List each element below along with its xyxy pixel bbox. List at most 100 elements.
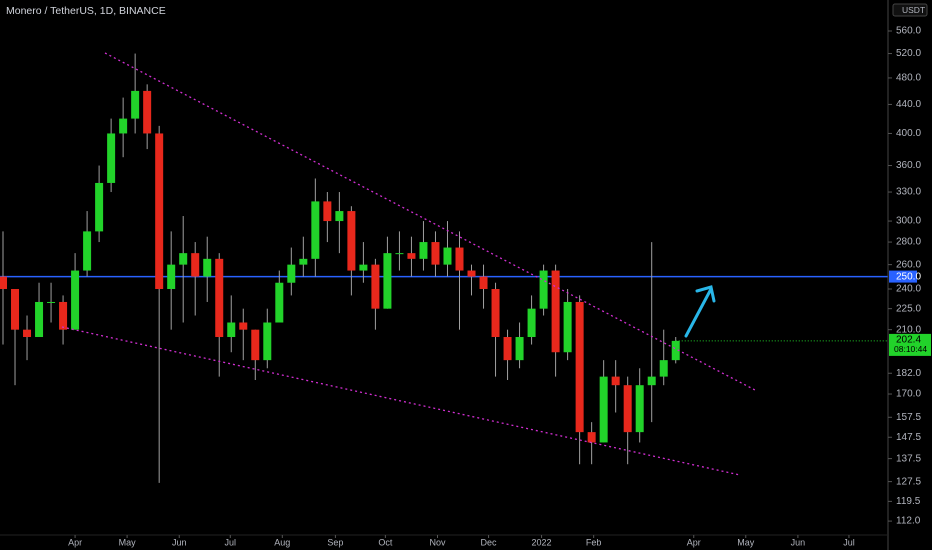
candle-body <box>119 118 128 134</box>
candle-body <box>371 264 380 309</box>
candle-body <box>167 264 176 290</box>
candle-body <box>467 270 476 277</box>
candle-body <box>383 253 392 309</box>
y-tick-label: 137.5 <box>896 453 921 464</box>
x-tick-label: Jun <box>172 537 187 547</box>
candle-body <box>251 329 260 361</box>
candle-body <box>23 329 32 338</box>
candle-body <box>551 270 560 353</box>
candle-body <box>419 242 428 259</box>
currency[interactable]: USDT <box>902 5 925 15</box>
x-tick-label: May <box>737 537 755 547</box>
candle-body <box>359 264 368 271</box>
y-tick-label: 240.0 <box>896 284 921 295</box>
x-tick-label: 2022 <box>532 537 552 547</box>
candle-body <box>203 258 212 277</box>
candle-body <box>443 247 452 265</box>
y-tick-label: 480.0 <box>896 73 921 84</box>
candle-body <box>395 253 404 255</box>
candle-body <box>491 289 500 338</box>
x-tick-label: May <box>119 537 137 547</box>
candle-body <box>287 264 296 283</box>
x-tick-label: Dec <box>481 537 498 547</box>
candle-body <box>275 282 284 323</box>
x-tick-label: Jun <box>791 537 806 547</box>
candle-body <box>659 360 668 377</box>
candle-body <box>239 322 248 330</box>
y-tick-label: 560.0 <box>896 26 921 37</box>
y-tick-label: 280.0 <box>896 237 921 248</box>
candle-body <box>311 201 320 259</box>
y-tick-label: 225.0 <box>896 303 921 314</box>
trendline-lower <box>61 326 741 476</box>
candle-body <box>59 301 68 330</box>
candle-body <box>335 211 344 222</box>
candle-body <box>35 301 44 338</box>
candle-body <box>215 258 224 338</box>
candle-body <box>227 322 236 338</box>
candle-body <box>431 242 440 265</box>
y-tick-label: 300.0 <box>896 216 921 227</box>
y-tick-label: 330.0 <box>896 187 921 198</box>
candle-body <box>455 247 464 271</box>
candle-body <box>155 133 164 290</box>
candle-body <box>587 432 596 443</box>
candle-body <box>143 90 152 134</box>
x-tick-label: Apr <box>687 537 701 547</box>
candle-body <box>131 90 140 119</box>
currency-badge[interactable] <box>892 3 928 17</box>
y-tick-label: 210.0 <box>896 324 921 335</box>
candle-body <box>71 270 80 330</box>
candle-body <box>323 201 332 222</box>
candle-body <box>623 385 632 433</box>
candle-body <box>647 376 656 386</box>
candle-body <box>515 337 524 361</box>
candle-body <box>347 211 356 271</box>
hline-label: 250.0 <box>896 272 921 283</box>
x-tick-label: Apr <box>68 537 82 547</box>
y-tick-label: 127.5 <box>896 476 921 487</box>
last-price-label: 202.4 <box>896 335 921 346</box>
candle-body <box>479 276 488 290</box>
x-tick-label: Feb <box>586 537 602 547</box>
last-price-box <box>889 333 931 356</box>
x-tick-label: Aug <box>274 537 290 547</box>
candle-body <box>107 133 116 183</box>
candle-body <box>263 322 272 361</box>
plot <box>0 53 888 483</box>
candle-body <box>503 337 512 361</box>
y-tick-label: 260.0 <box>896 259 921 270</box>
candle-body <box>95 182 104 232</box>
candle-body <box>83 231 92 271</box>
x-tick-label: Jul <box>225 537 237 547</box>
candle-body <box>539 270 548 309</box>
candle-body <box>0 276 8 290</box>
y-tick-label: 157.5 <box>896 412 921 423</box>
trendline-upper <box>104 52 756 391</box>
candle-body <box>575 301 584 433</box>
candle-body <box>47 301 56 303</box>
y-tick-label: 400.0 <box>896 128 921 139</box>
y-tick-label: 440.0 <box>896 99 921 110</box>
candle-body <box>179 253 188 265</box>
candle-body <box>191 253 200 277</box>
y-tick-label: 360.0 <box>896 160 921 171</box>
candle-body <box>527 308 536 338</box>
candle-body <box>407 253 416 259</box>
candle-body <box>611 376 620 386</box>
axes: 560.0 520.0 480.0 440.0 400.0 360.0 330.0 300.0… <box>68 26 931 547</box>
y-tick-label: 119.5 <box>896 496 921 507</box>
y-tick-label: 147.5 <box>896 432 921 443</box>
y-tick-label: 112.0 <box>896 516 921 527</box>
countdown: 08:10:44 <box>894 344 927 354</box>
candle-body <box>599 376 608 443</box>
y-tick-label: 182.0 <box>896 368 921 379</box>
x-tick-label: Jul <box>843 537 855 547</box>
chart-title: Monero / TetherUS, 1D, BINANCE <box>6 5 166 17</box>
candle-body <box>563 301 572 353</box>
y-tick-label: 170.0 <box>896 389 921 400</box>
y-tick-label: 520.0 <box>896 48 921 59</box>
arrow <box>684 285 716 338</box>
